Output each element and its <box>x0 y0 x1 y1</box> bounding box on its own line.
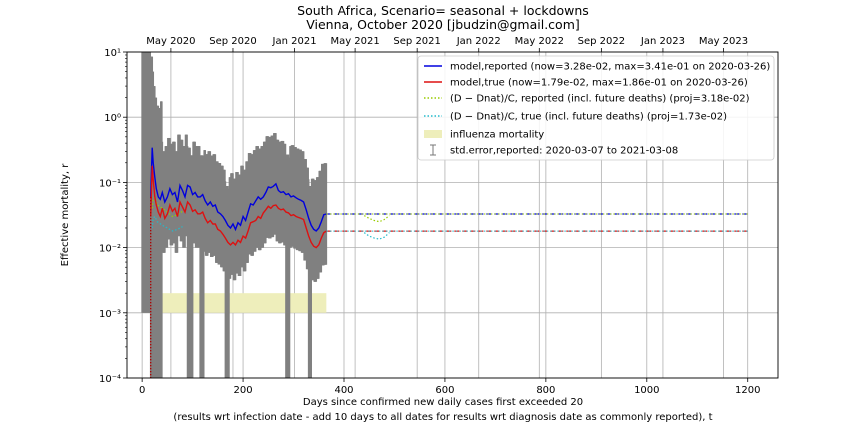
chart-subtitle: Vienna, October 2020 [jbudzin@gmail.com] <box>306 17 580 32</box>
x-tick-label: 200 <box>234 385 253 396</box>
series-line-proj-true <box>151 215 183 232</box>
x-tick-label: 1000 <box>634 385 659 396</box>
x-axis-ticks: 0 200 400 600 800 1000 1200 <box>139 378 760 396</box>
series-line-true <box>150 165 327 249</box>
x-tick-label: 400 <box>334 385 353 396</box>
top-tick-label: May 2022 <box>515 36 564 47</box>
y-tick-label: 10⁻³ <box>99 309 121 320</box>
legend: model,reported (now=3.28e-02, max=3.41e-… <box>417 55 775 161</box>
top-tick-label: Sep 2022 <box>578 36 625 47</box>
legend-label-flu: influenza mortality <box>450 130 544 141</box>
top-tick-label: May 2023 <box>699 36 748 47</box>
top-tick-label: Jan 2022 <box>456 36 501 47</box>
series-line-reported <box>150 147 327 232</box>
y-tick-label: 10⁻² <box>99 244 121 255</box>
legend-label-err: std.error,reported: 2020-03-07 to 2021-0… <box>450 146 678 157</box>
legend-box <box>417 55 775 161</box>
influenza-band <box>142 293 327 313</box>
x-tick-label: 800 <box>536 385 555 396</box>
legend-label-proj_rep: (D − Dnat)/C, reported (incl. future dea… <box>450 94 750 105</box>
future-dip-reported <box>363 215 390 223</box>
x-tick-label: 1200 <box>735 385 760 396</box>
y-tick-label: 10⁰ <box>104 113 121 124</box>
top-tick-label: Jan 2021 <box>272 36 317 47</box>
top-tick-label: Sep 2020 <box>209 36 256 47</box>
series-line-proj-reported <box>151 195 183 218</box>
y-tick-label: 10⁻⁴ <box>99 374 121 385</box>
x-axis-label: Days since confirmed new daily cases fir… <box>303 397 583 408</box>
x-tick-label: 0 <box>139 385 145 396</box>
x-tick-label: 600 <box>435 385 454 396</box>
top-tick-label: May 2021 <box>330 36 379 47</box>
legend-label-true: model,true (now=1.79e-02, max=1.86e-01 o… <box>450 78 748 89</box>
top-tick-label: May 2020 <box>146 36 195 47</box>
top-tick-label: Jan 2023 <box>640 36 685 47</box>
chart-title: South Africa, Scenario= seasonal + lockd… <box>297 3 589 18</box>
series-lines <box>150 147 748 378</box>
y-tick-label: 10⁻¹ <box>99 178 121 189</box>
plot-frame <box>126 51 779 379</box>
y-axis-ticks: 10¹ 10⁰ 10⁻¹ 10⁻² 10⁻³ 10⁻⁴ <box>99 48 127 385</box>
top-axis-ticks: May 2020 Sep 2020 Jan 2021 May 2021 Sep 2021… <box>146 36 748 52</box>
y-axis-label: Effective mortality, r <box>60 163 71 267</box>
top-tick-label: Sep 2021 <box>393 36 440 47</box>
legend-handle-flu <box>424 130 442 138</box>
influenza-band-rect <box>142 293 327 313</box>
x-axis-label-2: (results wrt infection date - add 10 day… <box>173 412 712 423</box>
legend-label-proj_true: (D − Dnat)/C, true (incl. future deaths)… <box>450 112 727 123</box>
y-tick-label: 10¹ <box>104 48 121 59</box>
legend-label-reported: model,reported (now=3.28e-02, max=3.41e-… <box>450 62 770 73</box>
future-dip-true <box>363 232 390 240</box>
